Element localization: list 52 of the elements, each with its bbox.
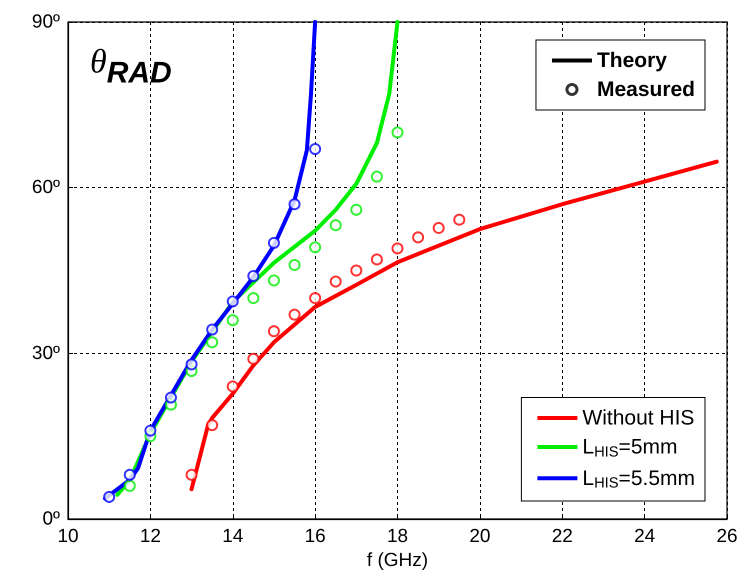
point [247,292,260,304]
y-tick-label: 90º [32,12,60,32]
x-tick-label: 14 [222,526,244,547]
legend-label: Measured [596,78,696,101]
point [124,468,136,481]
point [164,392,177,404]
point [226,314,239,326]
point [288,258,301,271]
line-series [190,160,719,492]
point [206,336,218,348]
point [268,274,280,286]
x-tick-label: 18 [386,526,408,547]
point [330,219,342,232]
point [288,198,301,210]
point [370,170,383,183]
point [309,241,322,254]
point [268,325,280,338]
point [350,264,362,276]
point [453,214,466,226]
point [247,352,260,365]
point [288,308,301,321]
point [350,204,362,216]
point [268,236,280,249]
point [309,143,322,156]
point [412,231,424,244]
point [392,126,404,138]
point [144,424,156,437]
x-tick-label: 24 [634,526,656,547]
x-tick-label: 22 [552,526,573,547]
x-tick-label: 26 [716,526,738,547]
point [392,242,404,254]
x-tick-label: 12 [140,526,161,547]
point [186,358,198,370]
x-tick-label: 20 [469,526,490,547]
x-tick-label: 16 [304,526,326,547]
x-axis-title: f (GHz) [366,550,428,571]
legend-label: Theory [596,49,668,72]
legend-label: Without HIS [582,406,694,430]
point [309,292,322,304]
point [103,490,116,503]
y-tick-label: 30º [32,342,60,364]
point [186,468,198,481]
point [247,270,260,282]
point [226,295,239,308]
point [330,276,342,288]
point [206,419,218,432]
point [206,324,218,336]
y-tick-label: 60º [32,177,60,198]
point [432,222,445,234]
point [370,253,383,266]
point [226,380,239,392]
point [124,480,136,492]
